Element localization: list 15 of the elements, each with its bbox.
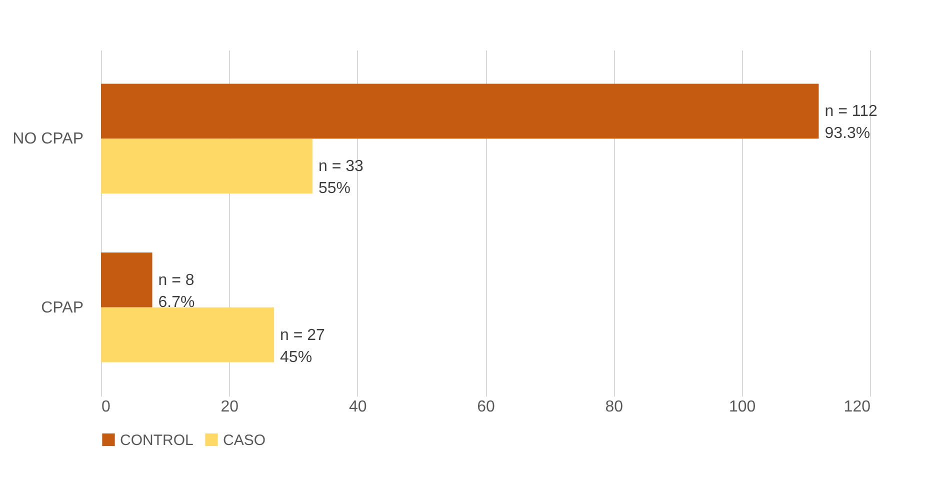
data-label: n = 27 45%	[280, 326, 326, 366]
data-label: n = 112 93.3%	[824, 103, 878, 142]
x-tick-label: 100	[728, 398, 756, 416]
y-tick-label: NO CPAP	[12, 130, 84, 148]
x-tick-label: 60	[477, 398, 495, 416]
y-tick-label: CPAP	[41, 299, 84, 316]
x-tick-label: 40	[348, 398, 367, 416]
x-tick-label: 80	[605, 398, 624, 416]
data-label: n = 33 55%	[318, 158, 364, 198]
x-tick-label: 0	[102, 398, 110, 416]
legend-label: CONTROL	[120, 432, 194, 449]
legend-label: CASO	[223, 432, 266, 449]
x-tick-label: 20	[220, 398, 239, 416]
data-label: n = 8 6.7%	[158, 272, 195, 311]
x-tick-label: 120	[844, 398, 871, 416]
